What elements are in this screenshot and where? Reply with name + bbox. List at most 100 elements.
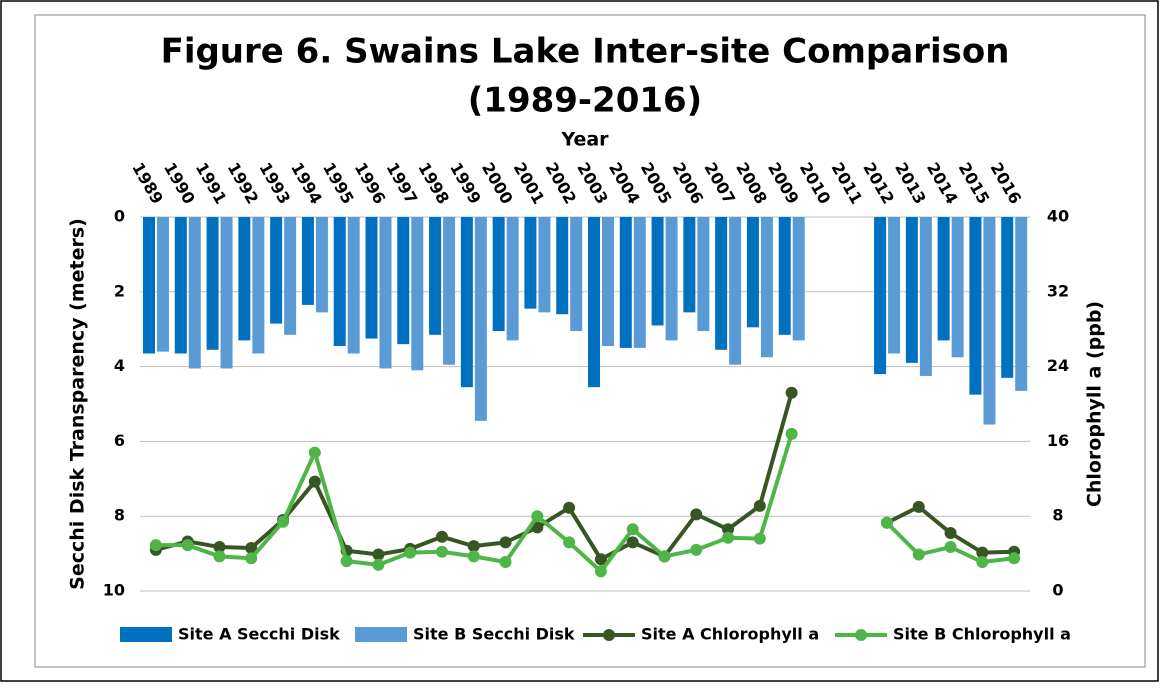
- line-marker: [467, 550, 480, 563]
- line-marker: [499, 536, 512, 549]
- line-marker: [245, 552, 258, 565]
- line-marker: [181, 539, 194, 552]
- x-tick-label: 2013: [891, 159, 930, 207]
- y-tick-label: 6: [114, 431, 125, 450]
- bar: [983, 217, 996, 425]
- bar: [602, 217, 614, 347]
- bar: [538, 217, 551, 313]
- line-marker: [944, 541, 957, 554]
- line-marker: [594, 553, 607, 566]
- bar: [315, 217, 328, 313]
- x-tick-label: 1999: [446, 159, 485, 207]
- line: [155, 392, 1015, 562]
- x-tick-label: 2005: [637, 159, 676, 207]
- x-tick-label: 2003: [573, 159, 612, 207]
- x-tick-label: 1998: [414, 159, 453, 207]
- bar: [188, 217, 201, 369]
- bar: [715, 217, 728, 350]
- x-tick-label: 2008: [732, 159, 771, 207]
- x-tick-label: 2014: [923, 159, 962, 207]
- x-tick-label: 2009: [764, 159, 803, 207]
- legend-label: Site A Chlorophyll a: [641, 625, 819, 644]
- x-tick-label: 1992: [224, 159, 263, 207]
- bar: [397, 217, 410, 345]
- bar: [492, 217, 505, 332]
- bar: [379, 217, 392, 369]
- bar: [729, 217, 742, 365]
- legend-swatch: [355, 627, 407, 642]
- legend-marker: [855, 629, 867, 641]
- bar: [474, 217, 487, 421]
- legend-label: Site B Chlorophyll a: [893, 625, 1071, 644]
- line-marker: [626, 523, 639, 536]
- bar: [792, 217, 805, 341]
- y2-axis-title: Chlorophyll a (ppb): [1084, 301, 1106, 507]
- x-tick-label: 1990: [160, 159, 199, 207]
- line-marker: [563, 536, 576, 549]
- bar: [506, 217, 519, 341]
- bar: [1001, 217, 1014, 378]
- bar: [206, 217, 219, 350]
- bar: [284, 217, 297, 335]
- chart-title: Figure 6. Swains Lake Inter-site Compari…: [161, 32, 1010, 72]
- line-marker: [690, 543, 703, 556]
- line-marker: [213, 541, 226, 554]
- line-marker: [245, 541, 258, 554]
- y-axis-title: Secchi Disk Transparency (meters): [67, 218, 89, 590]
- line-marker: [753, 499, 766, 512]
- line-marker: [594, 565, 607, 578]
- bar: [252, 217, 265, 354]
- bar: [874, 217, 887, 375]
- line-marker: [753, 532, 766, 545]
- y-tick-label: 2: [114, 281, 125, 300]
- x-tick-label: 2010: [796, 159, 835, 207]
- bar: [683, 217, 696, 313]
- bar: [157, 217, 169, 352]
- line-marker: [976, 556, 989, 569]
- y2-tick-label: 40: [1047, 207, 1069, 226]
- bar: [905, 217, 918, 363]
- chart-frame: [34, 14, 1146, 668]
- bar: [411, 217, 424, 371]
- bar: [333, 217, 346, 347]
- legend-label: Site A Secchi Disk: [178, 625, 340, 644]
- x-tick-label: 2007: [700, 159, 739, 207]
- bar: [697, 217, 710, 332]
- x-tick-label: 2000: [478, 159, 517, 207]
- x-tick-label: 2016: [986, 159, 1025, 207]
- line-marker: [944, 527, 957, 540]
- line-marker: [785, 386, 798, 399]
- chart-subtitle: (1989-2016): [468, 81, 702, 121]
- bar: [524, 217, 537, 309]
- line-marker: [563, 501, 576, 514]
- bar: [460, 217, 473, 388]
- x-tick-label: 1995: [319, 159, 358, 207]
- bar: [220, 217, 233, 369]
- bar: [301, 217, 314, 305]
- line-marker: [531, 521, 544, 534]
- bar: [651, 217, 664, 326]
- bar: [951, 217, 964, 358]
- line-marker: [785, 427, 798, 440]
- x-tick-label: 1993: [255, 159, 294, 207]
- bar: [937, 217, 950, 341]
- line-marker: [880, 516, 893, 529]
- bar: [365, 217, 378, 339]
- line-marker: [722, 531, 735, 544]
- x-tick-label: 2012: [859, 159, 898, 207]
- line-marker: [277, 515, 290, 528]
- y-tick-label: 4: [114, 356, 125, 375]
- line-marker: [1008, 552, 1021, 565]
- bar: [174, 217, 187, 354]
- line-marker: [308, 475, 321, 488]
- x-tick-label: 2006: [669, 159, 708, 207]
- line-marker: [435, 530, 448, 543]
- bar: [746, 217, 759, 328]
- bar: [619, 217, 632, 348]
- bar: [570, 217, 583, 332]
- line-marker: [499, 556, 512, 569]
- y2-tick-label: 24: [1047, 356, 1069, 375]
- bar: [633, 217, 646, 348]
- bar: [443, 217, 456, 365]
